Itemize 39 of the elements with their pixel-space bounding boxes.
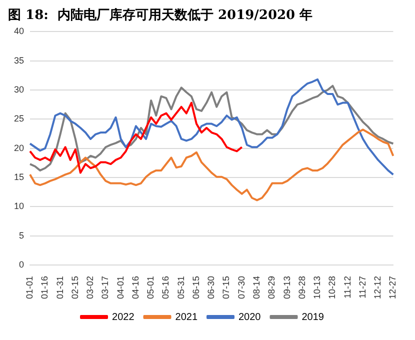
y-tick-label: 35 [14, 55, 24, 66]
chart-title: 图 18: 内陆电厂库存可用天数低于 2019/2020 年 [8, 7, 313, 24]
legend-label: 2019 [302, 312, 324, 323]
x-tick-label: 08-29 [266, 276, 277, 300]
x-tick-label: 08-14 [251, 276, 262, 300]
y-tick-label: 30 [14, 84, 24, 94]
x-tick-label: 12-12 [372, 276, 383, 300]
y-tick-label: 10 [14, 201, 24, 212]
x-tick-label: 01-31 [54, 276, 65, 300]
y-tick-label: 15 [14, 172, 24, 182]
x-tick-label: 07-15 [221, 276, 232, 300]
x-tick-label: 09-13 [282, 276, 292, 300]
y-tick-label: 20 [14, 142, 24, 153]
x-tick-label: 01-01 [24, 276, 34, 300]
x-tick-label: 06-15 [190, 276, 201, 300]
x-tick-label: 11-12 [342, 276, 352, 298]
x-tick-label: 07-30 [236, 276, 246, 300]
y-tick-label: 5 [18, 230, 24, 240]
x-tick-label: 04-16 [130, 276, 140, 300]
legend-label: 2022 [112, 312, 135, 323]
x-tick-label: 10-28 [327, 276, 338, 300]
legend-label: 2021 [175, 312, 198, 323]
x-tick-label: 02-15 [70, 276, 80, 300]
x-tick-label: 11-27 [357, 276, 368, 298]
x-tick-label: 05-01 [146, 276, 156, 300]
y-tick-label: 25 [14, 114, 24, 124]
x-tick-label: 06-30 [206, 276, 216, 300]
x-tick-label: 05-31 [176, 276, 186, 300]
x-tick-label: 01-16 [40, 276, 50, 300]
y-tick-label: 40 [14, 26, 24, 36]
x-tick-label: 12-27 [388, 276, 398, 300]
y-tick-label: 0 [18, 259, 24, 270]
x-tick-label: 03-02 [85, 276, 96, 300]
legend-label: 2020 [238, 312, 262, 323]
x-tick-label: 05-16 [160, 276, 171, 300]
x-tick-label: 03-17 [100, 276, 110, 300]
x-tick-label: 09-28 [296, 276, 307, 300]
x-tick-label: 04-01 [115, 276, 126, 300]
x-tick-label: 10-13 [312, 276, 322, 300]
